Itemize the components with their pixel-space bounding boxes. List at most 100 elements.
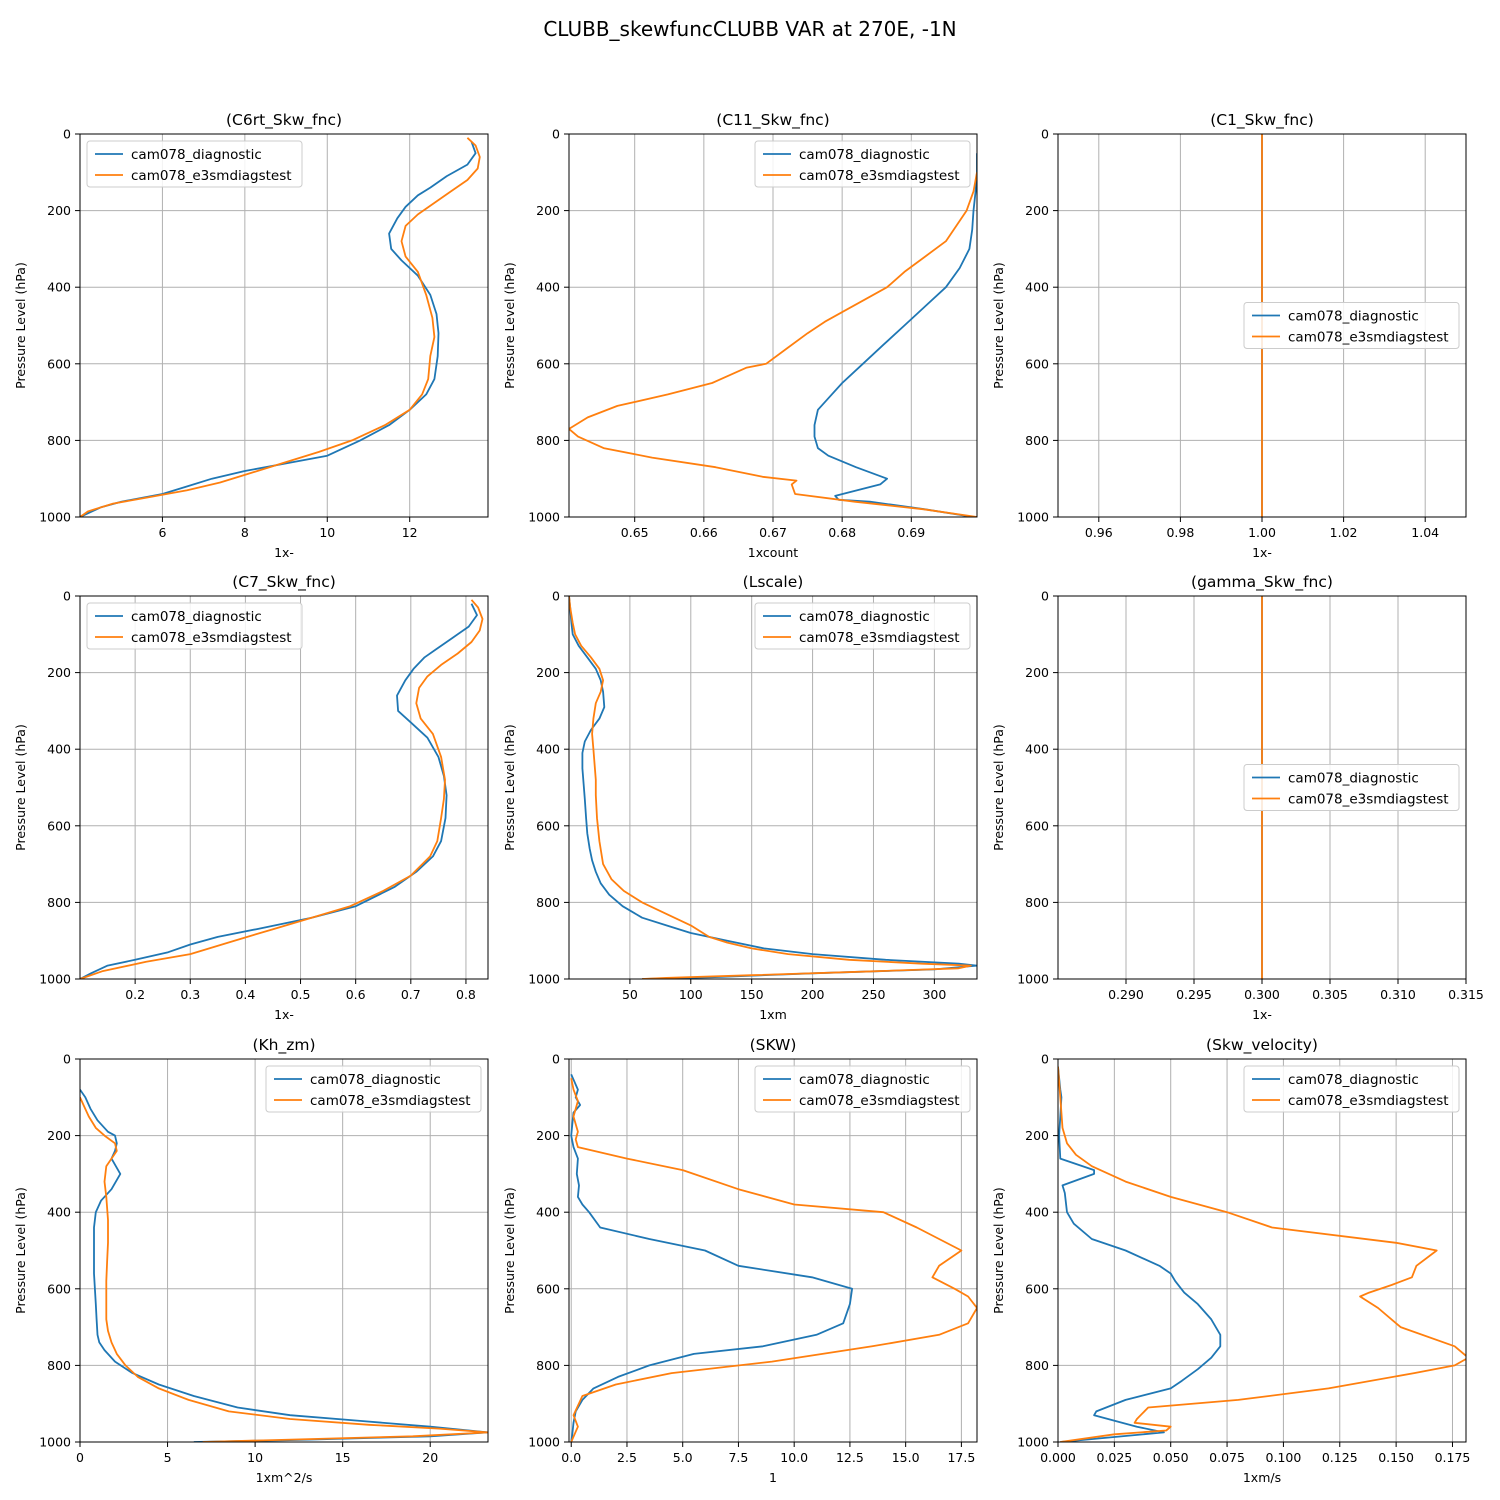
x-tick-label: 250 <box>862 987 886 1002</box>
x-tick-label: 300 <box>922 987 946 1002</box>
x-tick-label: 0.5 <box>291 987 311 1002</box>
grid <box>569 595 977 980</box>
y-tick-label: 800 <box>536 1358 560 1373</box>
figure-title: CLUBB_skewfuncCLUBB VAR at 270E, -1N <box>543 17 956 41</box>
chart-panel-skw: 0.0 2.5 5.0 7.5 10.0 12.5 15.0 17.5 0 200 400 600 80… <box>502 1036 978 1485</box>
y-tick-label: 200 <box>1025 203 1049 218</box>
axes-frame <box>79 595 489 980</box>
grid <box>80 133 488 518</box>
x-tick-label: 8 <box>241 525 249 540</box>
axes-frame <box>568 1058 978 1443</box>
x-tick-label: 0.68 <box>828 525 856 540</box>
x-tick-label: 1.02 <box>1330 525 1358 540</box>
series-line-cam078-diagnostic <box>80 141 477 517</box>
legend-label-cam078-diagnostic: cam078_diagnostic <box>799 1072 930 1088</box>
y-tick-label: 800 <box>47 433 71 448</box>
y-tick-label: 200 <box>536 1128 560 1143</box>
y-tick-label: 600 <box>536 818 560 833</box>
y-tick-label: 400 <box>1025 742 1049 757</box>
series-group <box>569 153 977 517</box>
legend-label-cam078-e3smdiagstest: cam078_e3smdiagstest <box>131 168 292 184</box>
legend: cam078_diagnostic cam078_e3smdiagstest <box>754 602 971 650</box>
x-axis-label: 1x- <box>274 1007 294 1022</box>
x-tick-label: 1.00 <box>1248 525 1276 540</box>
y-tick-label: 200 <box>536 665 560 680</box>
series-line-cam078-diagnostic <box>80 603 478 979</box>
series-group <box>80 1089 488 1442</box>
x-axis-label: 1xm <box>759 1007 787 1022</box>
y-tick-label: 600 <box>47 818 71 833</box>
grid <box>1057 1058 1466 1443</box>
legend-box <box>1243 1065 1460 1113</box>
x-tick-label: 0.7 <box>401 987 421 1002</box>
x-tick-label: 150 <box>740 987 764 1002</box>
legend: cam078_diagnostic cam078_e3smdiagstest <box>86 602 303 650</box>
y-tick-label: 200 <box>1025 1128 1049 1143</box>
y-tick-label: 400 <box>47 280 71 295</box>
x-tick-label: 17.5 <box>947 1450 975 1465</box>
x-tick-label: 12 <box>402 525 418 540</box>
y-tick-label: 600 <box>536 356 560 371</box>
y-tick-label: 800 <box>536 895 560 910</box>
chart-panel-c1-skw-fnc: 0.96 0.98 1.00 1.02 1.04 0 200 400 600 800 1000 (C1… <box>991 111 1467 560</box>
x-tick-label: 0 <box>76 1450 84 1465</box>
x-axis-label: 1x- <box>1252 545 1272 560</box>
x-tick-label: 0.305 <box>1312 987 1348 1002</box>
chart-panel-gamma-skw-fnc: 0.290 0.295 0.300 0.305 0.310 0.315 0 200 400 600… <box>991 573 1484 1022</box>
x-tick-label: 0.175 <box>1435 1450 1471 1465</box>
series-line-cam078-e3smdiagstest <box>1058 1066 1466 1442</box>
x-tick-label: 0.96 <box>1085 525 1113 540</box>
x-tick-label: 1.04 <box>1411 525 1439 540</box>
x-tick-label: 0.100 <box>1266 1450 1302 1465</box>
y-tick-label: 0 <box>1041 589 1049 604</box>
chart-panel-skw-velocity: 0.000 0.025 0.050 0.075 0.100 0.125 0.150 0.175… <box>991 1036 1470 1485</box>
y-tick-label: 400 <box>536 742 560 757</box>
panel-title: (gamma_Skw_fnc) <box>1191 573 1333 592</box>
panel-title: (C1_Skw_fnc) <box>1210 111 1314 130</box>
legend-box <box>86 140 303 188</box>
legend-label-cam078-diagnostic: cam078_diagnostic <box>799 609 930 625</box>
series-line-cam078-diagnostic <box>80 1089 488 1442</box>
axes-frame <box>568 595 978 980</box>
x-tick-label: 50 <box>622 987 638 1002</box>
series-line-cam078-e3smdiagstest <box>569 172 977 517</box>
y-tick-label: 1000 <box>1017 1435 1049 1450</box>
y-axis-label: Pressure Level (hPa) <box>13 724 28 851</box>
y-tick-label: 0 <box>552 1052 560 1067</box>
legend: cam078_diagnostic cam078_e3smdiagstest <box>1243 1065 1460 1113</box>
y-axis-label: Pressure Level (hPa) <box>13 262 28 389</box>
y-tick-label: 1000 <box>528 1435 560 1450</box>
grid <box>79 1058 488 1443</box>
y-tick-label: 1000 <box>1017 510 1049 525</box>
x-tick-label: 100 <box>679 987 703 1002</box>
legend-label-cam078-diagnostic: cam078_diagnostic <box>131 147 262 163</box>
x-axis-label: 1x- <box>274 545 294 560</box>
y-tick-label: 600 <box>47 356 71 371</box>
y-tick-label: 400 <box>536 280 560 295</box>
panel-title: (Skw_velocity) <box>1206 1036 1318 1055</box>
legend-box <box>1243 764 1460 811</box>
panel-title: (SKW) <box>750 1036 797 1054</box>
y-tick-label: 0 <box>63 589 71 604</box>
y-axis-label: Pressure Level (hPa) <box>502 724 517 851</box>
y-tick-label: 800 <box>1025 433 1049 448</box>
y-tick-label: 1000 <box>528 972 560 987</box>
x-tick-label: 0.98 <box>1166 525 1194 540</box>
x-tick-label: 0.075 <box>1209 1450 1245 1465</box>
x-tick-label: 20 <box>422 1450 438 1465</box>
panel-title: (Kh_zm) <box>252 1036 315 1055</box>
x-tick-label: 0.2 <box>125 987 145 1002</box>
x-tick-label: 0.69 <box>897 525 925 540</box>
y-tick-label: 600 <box>536 1281 560 1296</box>
series-line-cam078-diagnostic <box>570 1073 853 1442</box>
y-tick-label: 800 <box>47 1358 71 1373</box>
y-tick-label: 200 <box>1025 665 1049 680</box>
legend-label-cam078-diagnostic: cam078_diagnostic <box>131 609 262 625</box>
chart-panel-kh-zm: 0 5 10 15 2002004006008001000(Kh_zm)1xm^2/sP… <box>13 1036 489 1485</box>
legend-box <box>754 1065 971 1113</box>
x-tick-label: 0.3 <box>180 987 200 1002</box>
legend: cam078_diagnostic cam078_e3smdiagstest <box>1243 764 1460 811</box>
y-tick-label: 400 <box>47 1205 71 1220</box>
y-tick-label: 0 <box>63 127 71 142</box>
legend: cam078_diagnostic cam078_e3smdiagstest <box>754 140 971 188</box>
